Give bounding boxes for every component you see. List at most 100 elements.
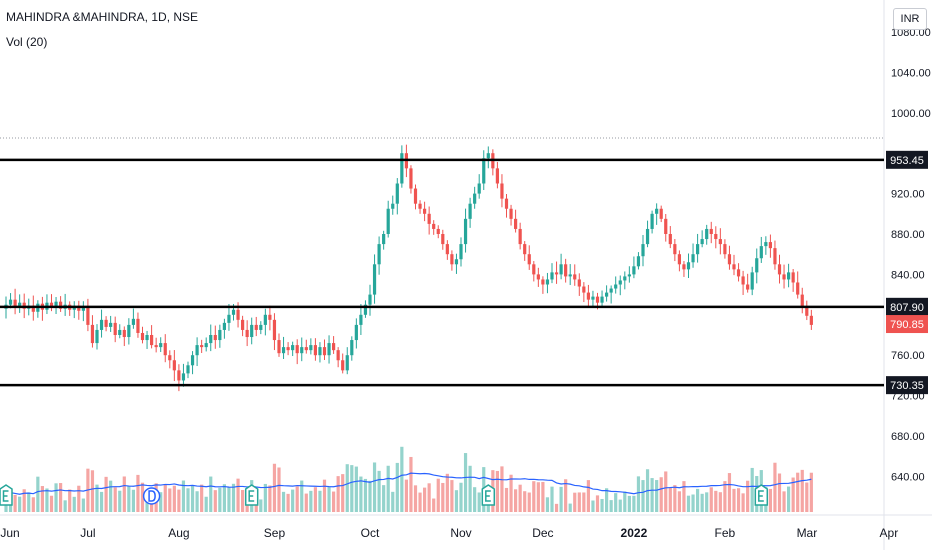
- volume-bar: [500, 466, 504, 512]
- volume-bar: [404, 479, 408, 512]
- time-tick-label: 2022: [621, 526, 648, 540]
- volume-bar: [45, 488, 49, 512]
- volume-bar: [436, 478, 440, 512]
- candle-body: [518, 228, 522, 245]
- candle-body: [95, 329, 99, 344]
- volume-bar: [136, 474, 140, 512]
- volume-bar: [18, 496, 22, 512]
- volume-bar: [322, 479, 327, 512]
- volume-bar: [313, 487, 317, 512]
- candle-body: [514, 218, 518, 229]
- volume-bar: [318, 490, 322, 512]
- time-tick-label: Aug: [168, 526, 189, 540]
- volume-bar: [586, 480, 590, 512]
- volume-bar: [591, 500, 595, 512]
- volume-bar: [468, 465, 472, 512]
- volume-bar: [773, 462, 777, 512]
- candle-body: [750, 272, 754, 290]
- volume-bar: [673, 485, 677, 512]
- volume-bar: [473, 487, 477, 512]
- volume-bar: [514, 489, 518, 512]
- volume-bar: [327, 487, 331, 512]
- volume-bar: [195, 491, 199, 512]
- time-axis[interactable]: Jun Jul Aug Sep Oct Nov Dec 2022 Feb Mar Apr: [0, 526, 898, 540]
- volume-bar: [718, 492, 722, 512]
- volume-bar: [59, 483, 63, 512]
- candle-body: [632, 266, 636, 275]
- candle-body: [641, 244, 645, 257]
- candle-body: [586, 292, 590, 300]
- volume-bar: [231, 483, 236, 512]
- volume-bar: [659, 477, 663, 512]
- volume-bars: [4, 446, 813, 512]
- candle-body: [536, 274, 540, 280]
- volume-bar: [518, 484, 522, 512]
- candle-body: [341, 360, 345, 371]
- candle-body: [500, 183, 504, 199]
- candle-body: [736, 269, 741, 277]
- volume-bar: [568, 503, 572, 512]
- candle-body: [90, 324, 95, 344]
- candle-body: [327, 343, 331, 356]
- candle-body: [350, 340, 354, 356]
- candle-body: [391, 203, 395, 209]
- candle-body: [145, 335, 149, 341]
- volume-bar: [696, 488, 700, 512]
- price-candles: [4, 144, 813, 392]
- candle-body: [677, 254, 681, 265]
- volume-bar: [190, 485, 195, 512]
- candle-body: [250, 324, 254, 338]
- volume-bar: [263, 483, 267, 512]
- volume-bar: [618, 499, 622, 512]
- candle-body: [49, 302, 54, 307]
- candle-body: [113, 322, 117, 335]
- candle-body: [696, 244, 700, 255]
- volume-bar: [300, 480, 304, 512]
- volume-bar: [90, 470, 95, 512]
- candle-body: [263, 314, 267, 325]
- volume-bar: [181, 480, 186, 512]
- candle-body: [768, 242, 772, 249]
- candle-body: [18, 302, 22, 307]
- price-tick-label: 1080.00: [891, 27, 931, 39]
- volume-bar: [800, 469, 804, 512]
- candle-body: [805, 306, 809, 316]
- candle-body: [627, 274, 631, 277]
- price-tick-label: 760.00: [891, 350, 925, 362]
- volume-bar: [541, 481, 545, 512]
- candle-body: [791, 272, 795, 283]
- candle-body: [277, 340, 281, 354]
- price-axis[interactable]: 1080.00 1040.00 1000.00 920.00 880.00 840.00 7…: [891, 27, 931, 483]
- volume-bar: [459, 482, 463, 512]
- candle-body: [645, 228, 650, 245]
- volume-bar: [705, 492, 709, 512]
- currency-button[interactable]: INR: [893, 8, 927, 30]
- earnings-marker-glyph: [485, 490, 491, 502]
- volume-bar: [31, 497, 35, 512]
- volume-bar: [241, 490, 245, 512]
- volume-bar: [363, 478, 368, 512]
- volume-bar: [345, 464, 349, 512]
- volume-bar: [354, 466, 358, 512]
- price-tick-label: 920.00: [891, 189, 925, 201]
- candle-body: [204, 343, 208, 348]
- time-tick-label: Jun: [0, 526, 19, 540]
- candle-body: [659, 208, 663, 219]
- volume-bar: [573, 492, 577, 512]
- volume-ma-line: [5, 472, 812, 498]
- volume-bar: [22, 489, 26, 512]
- candle-body: [86, 306, 90, 325]
- volume-bar: [636, 476, 641, 512]
- candle-body: [691, 254, 695, 263]
- candle-body: [741, 276, 745, 285]
- candle-body: [345, 355, 349, 371]
- volume-bar: [650, 478, 654, 512]
- candle-body: [300, 347, 304, 354]
- candle-body: [746, 284, 750, 290]
- volume-bar: [450, 480, 454, 512]
- volume-bar: [727, 473, 732, 512]
- candle-body: [140, 332, 145, 341]
- candle-body: [591, 296, 595, 300]
